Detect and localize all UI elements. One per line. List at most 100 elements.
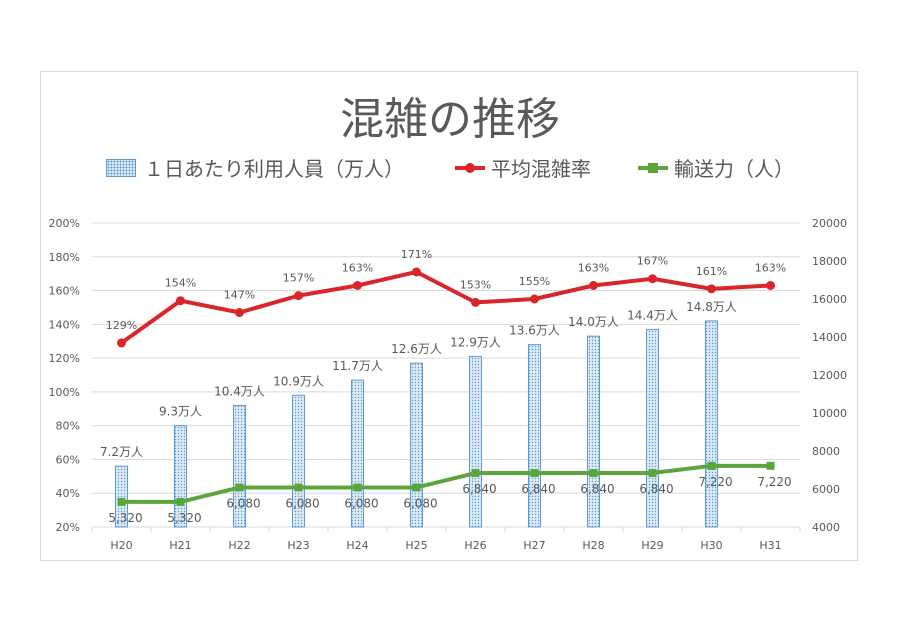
point-capacity [117,497,126,506]
right-axis-tick-label: 12000 [812,369,847,382]
capacity-data-label: 5,320 [167,511,201,525]
point-congestion [589,280,598,290]
point-congestion [176,296,185,306]
legend-capacity-swatch [638,162,668,173]
capacity-data-label: 5,320 [108,511,142,525]
congestion-data-label: 155% [519,275,550,288]
point-capacity [294,483,303,492]
right-axis-tick-label: 16000 [812,293,847,306]
x-axis-tick-label: H27 [523,539,545,552]
x-axis-tick-label: H21 [169,539,191,552]
point-congestion [412,267,421,277]
capacity-data-label: 6,840 [639,482,673,496]
bar-data-label: 12.9万人 [450,335,501,349]
point-capacity [648,469,657,478]
x-axis-tick-label: H29 [641,539,663,552]
right-axis-tick-label: 8000 [812,445,840,458]
bar-data-label: 12.6万人 [391,342,442,356]
x-axis-tick-label: H22 [228,539,250,552]
right-axis-tick-label: 10000 [812,407,847,420]
bar-ridership [469,355,482,528]
left-axis-tick-label: 100% [49,386,80,399]
point-capacity [766,461,775,470]
left-axis-tick-label: 60% [56,453,80,466]
point-capacity [412,483,421,492]
line-congestion [120,269,771,345]
point-congestion [648,274,657,284]
bar-data-label: 14.8万人 [686,300,737,314]
x-axis-tick-label: H23 [287,539,309,552]
left-axis-tick-label: 160% [49,285,80,298]
right-axis-tick-label: 18000 [812,255,847,268]
congestion-data-label: 171% [401,248,432,261]
capacity-data-label: 6,840 [462,482,496,496]
point-congestion [235,308,244,318]
bar-data-label: 10.9万人 [273,374,324,388]
capacity-data-label: 6,080 [344,496,378,510]
bar-data-label: 14.0万人 [568,315,619,329]
congestion-data-label: 153% [460,278,491,291]
legend-item-bar: １日あたり利用人員（万人） [106,153,404,182]
bar-ridership [528,344,541,528]
point-capacity [176,497,185,506]
point-capacity [707,461,716,470]
point-congestion [471,297,480,307]
left-axis-tick-label: 40% [56,487,80,500]
left-axis-tick-label: 200% [49,217,80,230]
bar-data-label: 13.6万人 [509,324,560,338]
legend-congestion-swatch [455,162,485,173]
point-congestion [707,284,716,294]
point-capacity [353,483,362,492]
right-axis-tick-label: 14000 [812,331,847,344]
right-axis-tick-label: 6000 [812,483,840,496]
bar-ridership [587,335,600,528]
congestion-data-label: 167% [637,255,668,268]
capacity-data-label: 6,080 [226,496,260,510]
legend-label-capacity: 輸送力（人） [674,157,794,181]
congestion-data-label: 147% [224,289,255,302]
point-congestion [294,291,303,301]
bar-ridership [292,394,305,528]
capacity-data-label: 6,080 [403,496,437,510]
point-capacity [589,469,598,478]
bar-data-label: 14.4万人 [627,308,678,322]
congestion-data-label: 157% [283,272,314,285]
capacity-data-label: 6,080 [285,496,319,510]
left-axis-tick-label: 20% [56,521,80,534]
point-congestion [353,280,362,290]
x-axis-tick-label: H28 [582,539,604,552]
bar-data-label: 7.2万人 [100,445,143,459]
bar-data-label: 10.4万人 [214,384,265,398]
congestion-data-label: 154% [165,277,196,290]
point-capacity [471,469,480,478]
point-congestion [117,338,126,348]
x-axis-tick-label: H20 [110,539,132,552]
point-capacity [530,469,539,478]
x-axis-tick-label: H30 [700,539,722,552]
point-capacity [235,483,244,492]
chart-title: 混雑の推移 [340,94,560,145]
bar-data-label: 11.7万人 [332,359,383,373]
capacity-data-label: 6,840 [580,482,614,496]
congestion-data-label: 129% [106,319,137,332]
capacity-data-label: 6,840 [521,482,555,496]
point-congestion [530,294,539,304]
legend-label-congestion: 平均混雑率 [491,157,591,181]
left-axis-tick-label: 180% [49,251,80,264]
bar-ridership [233,404,246,528]
legend-item-capacity: 輸送力（人） [638,153,794,182]
x-axis-tick-label: H25 [405,539,427,552]
x-axis-tick-label: H24 [346,539,368,552]
x-axis-tick-label: H31 [759,539,781,552]
bar-ridership [705,320,718,528]
congestion-data-label: 163% [755,261,786,274]
left-axis-tick-label: 80% [56,420,80,433]
right-axis-tick-label: 20000 [812,217,847,230]
legend-bar-swatch [106,158,136,177]
bar-ridership [646,328,659,528]
capacity-data-label: 7,220 [698,475,732,489]
right-axis-tick-label: 4000 [812,521,840,534]
point-congestion [766,280,775,290]
left-axis-tick-label: 140% [49,318,80,331]
